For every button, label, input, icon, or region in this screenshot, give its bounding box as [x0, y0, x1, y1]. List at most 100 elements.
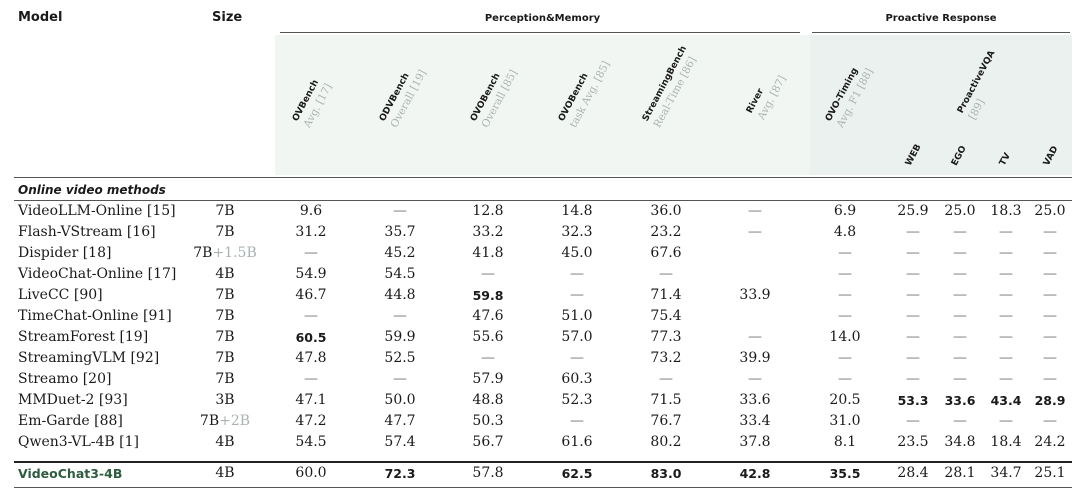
table-row: TimeChat-Online [91] 7B — — 47.6 51.0 75.4 — — — —… [0, 306, 1080, 327]
score-cell: — [748, 371, 762, 387]
model-name-text: StreamForest [18, 329, 115, 345]
model-citation: [15] [146, 203, 176, 219]
model-size: 7B [170, 201, 280, 222]
score-cell: — [838, 308, 852, 324]
section-rule [14, 200, 1072, 201]
model-name: Streamo [20] [18, 369, 111, 390]
model-name: Em-Garde [88] [18, 411, 123, 432]
model-citation: [90] [73, 287, 103, 303]
score-cell: 57.8 [472, 465, 504, 481]
score-cell: — [393, 371, 407, 387]
score-cell: 80.2 [650, 434, 682, 450]
model-citation: [16] [126, 224, 156, 240]
score-cell: 34.7 [990, 465, 1022, 481]
score-cell: 50.3 [472, 413, 504, 429]
model-name-text: Em-Garde [18, 413, 90, 429]
score-cell: — [570, 266, 584, 282]
score-cell: 12.8 [472, 203, 504, 219]
score-cell: 20.5 [829, 392, 861, 408]
model-name-text: MMDuet-2 [18, 392, 95, 408]
score-cell: 60.0 [295, 465, 327, 481]
score-cell: — [953, 245, 967, 261]
model-name-text: Dispider [18, 245, 79, 261]
model-citation: [1] [119, 434, 140, 450]
score-cell: — [906, 329, 920, 345]
score-cell: 28.1 [944, 465, 976, 481]
score-cell: — [1043, 266, 1057, 282]
score-cell: — [659, 371, 673, 387]
score-cell: 51.0 [561, 308, 593, 324]
table-row: Dispider [18] 7B+1.5B — 45.2 41.8 45.0 67.6 — — —… [0, 243, 1080, 264]
score-cell: — [1043, 287, 1057, 303]
model-name: VideoLLM-Online [15] [18, 201, 176, 222]
score-cell: — [999, 266, 1013, 282]
score-cell: 18.4 [990, 434, 1022, 450]
model-name: Qwen3-VL-4B [1] [18, 432, 139, 453]
model-name-text: Streamo [18, 371, 79, 387]
score-cell: 46.7 [295, 287, 327, 303]
model-size: 7B [170, 306, 280, 327]
score-cell: — [393, 203, 407, 219]
score-cell: 53.3 [897, 393, 929, 408]
score-cell: — [906, 308, 920, 324]
score-cell: 25.0 [944, 203, 976, 219]
score-cell: 25.1 [1034, 465, 1066, 481]
model-name-text: Flash-VStream [18, 224, 123, 240]
score-cell: — [953, 308, 967, 324]
score-cell: 18.3 [990, 203, 1022, 219]
score-cell: 75.4 [650, 308, 682, 324]
proactive-group-rule [812, 32, 1070, 33]
score-cell: — [999, 329, 1013, 345]
score-cell: — [1043, 413, 1057, 429]
score-cell: 31.0 [829, 413, 861, 429]
model-size-value: 4B [215, 266, 235, 282]
table-row: Flash-VStream [16] 7B 31.2 35.7 33.2 32.3 23.2… [0, 222, 1080, 243]
score-cell: — [1043, 350, 1057, 366]
score-cell: 28.9 [1034, 393, 1066, 408]
model-name-text: VideoChat3-4B [18, 466, 123, 481]
model-size: 7B [170, 222, 280, 243]
model-citation: [93] [98, 392, 128, 408]
model-size-value: 7B [193, 245, 213, 261]
table-row: MMDuet-2 [93] 3B 47.1 50.0 48.8 52.3 71.5 33.6 2… [0, 390, 1080, 411]
model-size-value: 4B [215, 465, 235, 481]
model-name-text: VideoLLM-Online [18, 203, 143, 219]
model-name: StreamForest [19] [18, 327, 148, 348]
score-cell: 37.8 [739, 434, 771, 450]
score-cell: 35.7 [384, 224, 416, 240]
model-size-extra: +2B [219, 413, 251, 429]
model-citation: [20] [82, 371, 112, 387]
score-cell: — [838, 350, 852, 366]
model-size: 7B+1.5B [170, 243, 280, 264]
score-cell: — [659, 266, 673, 282]
score-cell: — [1043, 371, 1057, 387]
model-name: StreamingVLM [92] [18, 348, 159, 369]
score-cell: 48.8 [472, 392, 504, 408]
score-cell: — [570, 350, 584, 366]
score-cell: 6.9 [833, 203, 857, 219]
model-name: Flash-VStream [16] [18, 222, 156, 243]
score-cell: 61.6 [561, 434, 593, 450]
score-cell: — [906, 287, 920, 303]
model-header: Model [18, 10, 63, 25]
score-cell: — [304, 371, 318, 387]
score-cell: 23.5 [897, 434, 929, 450]
score-cell: — [999, 224, 1013, 240]
score-cell: — [1043, 329, 1057, 345]
score-cell: — [838, 245, 852, 261]
model-name: LiveCC [90] [18, 285, 103, 306]
score-cell: 77.3 [650, 329, 682, 345]
table-row: Streamo [20] 7B — — 57.9 60.3 — — — — — — — [0, 369, 1080, 390]
score-cell: 72.3 [384, 466, 416, 481]
model-citation: [88] [94, 413, 123, 429]
score-cell: 45.0 [561, 245, 593, 261]
score-cell: — [999, 350, 1013, 366]
score-cell: 57.4 [384, 434, 416, 450]
score-cell: — [570, 287, 584, 303]
score-cell: — [999, 287, 1013, 303]
score-cell: 60.3 [561, 371, 593, 387]
score-cell: 33.2 [472, 224, 504, 240]
score-cell: 35.5 [829, 466, 861, 481]
table-row: LiveCC [90] 7B 46.7 44.8 59.8 — 71.4 33.9 — — — — — [0, 285, 1080, 306]
model-size: 7B+2B [170, 411, 280, 432]
